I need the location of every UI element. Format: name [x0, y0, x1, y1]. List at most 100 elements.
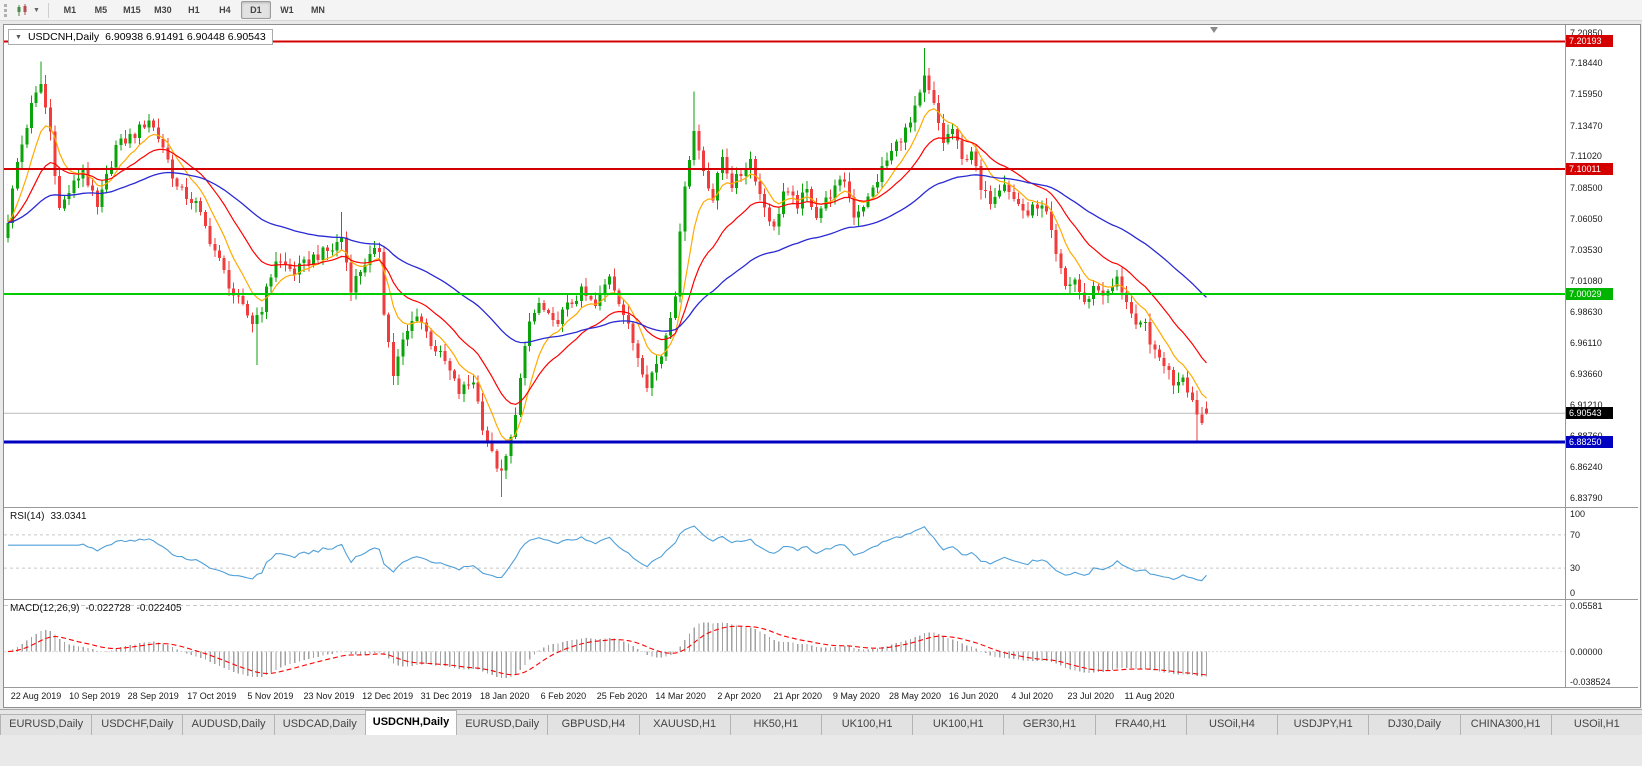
window-bottom-strip: [0, 735, 1642, 766]
rsi-canvas[interactable]: [4, 508, 1565, 599]
chart-tab-uk100-h1[interactable]: UK100,H1: [820, 714, 914, 735]
rsi-panel-separator[interactable]: [4, 507, 1638, 508]
price-tag-resistance-upper: 7.20193: [1566, 35, 1613, 47]
chart-tab-hk50-h1[interactable]: HK50,H1: [729, 714, 822, 735]
chart-tab-usdchf-daily[interactable]: USDCHF,Daily: [91, 714, 184, 735]
timeframe-button-m30[interactable]: M30: [154, 5, 172, 15]
chart-shift-marker[interactable]: [1210, 27, 1218, 33]
date-axis-label: 28 May 2020: [888, 691, 942, 701]
chart-tab-usdcnh-daily[interactable]: USDCNH,Daily: [364, 710, 458, 735]
chart-tab-usdjpy-h1[interactable]: USDJPY,H1: [1277, 714, 1370, 735]
chart-tab-dj30-daily[interactable]: DJ30,Daily: [1368, 714, 1461, 735]
macd-axis-label: -0.038524: [1570, 677, 1611, 687]
timeframe-button-m1[interactable]: M1: [63, 5, 77, 15]
chart-tab-usoil-h1[interactable]: USOil,H1: [1550, 714, 1642, 735]
toolbar-separator: [47, 2, 49, 18]
timeframe-button-w1[interactable]: W1: [280, 5, 294, 15]
timeframe-button-d1[interactable]: D1: [240, 1, 271, 19]
chart-tabs-bar: EURUSD,Daily USDCHF,Daily AUDUSD,Daily USDC…: [0, 709, 1642, 735]
date-axis-label: 9 May 2020: [832, 691, 880, 701]
macd-canvas[interactable]: [4, 600, 1565, 687]
price-chart-canvas[interactable]: [4, 26, 1565, 507]
price-axis-label: 7.13470: [1570, 121, 1603, 131]
timeframe-button-h1[interactable]: H1: [188, 5, 200, 15]
rsi-axis-label: 100: [1570, 509, 1586, 519]
date-axis-label: 22 Aug 2019: [10, 691, 62, 701]
price-tag-resistance: 7.10011: [1566, 163, 1613, 175]
chart-tab-uk100-h1[interactable]: UK100,H1: [912, 714, 1005, 735]
date-axis-label: 5 Nov 2019: [247, 691, 294, 701]
chart-tab-xauusd-h1[interactable]: XAUUSD,H1: [638, 714, 731, 735]
date-axis-label: 12 Dec 2019: [362, 691, 414, 701]
price-axis-label: 7.01080: [1570, 276, 1603, 286]
rsi-value: 33.0341: [50, 511, 87, 522]
date-axis-label: 2 Apr 2020: [717, 691, 761, 701]
date-axis-label: 16 Jun 2020: [948, 691, 999, 701]
price-axis-label: 6.83790: [1570, 493, 1603, 503]
price-axis-label: 6.96110: [1570, 338, 1602, 348]
price-axis-label: 7.06050: [1570, 214, 1603, 224]
chart-tab-ger30-h1[interactable]: GER30,H1: [1003, 714, 1096, 735]
macd-axis-label: 0.00000: [1570, 647, 1603, 657]
date-axis-label: 11 Aug 2020: [1124, 691, 1175, 701]
one-click-trading-toggle-icon[interactable]: ▼: [15, 33, 22, 41]
price-axis-label: 7.15950: [1570, 89, 1603, 99]
toolbar-grip[interactable]: [4, 3, 10, 17]
chart-tab-china300-h1[interactable]: CHINA300,H1: [1459, 714, 1552, 735]
rsi-axis-label: 0: [1570, 588, 1576, 598]
macd-indicator-label: MACD(12,26,9) -0.022728 -0.022405: [10, 603, 182, 614]
date-axis-label: 23 Jul 2020: [1067, 691, 1115, 701]
date-axis-label: 4 Jul 2020: [1011, 691, 1053, 701]
time-axis-separator: [4, 687, 1638, 688]
chart-tab-usoil-h4[interactable]: USOil,H4: [1185, 714, 1279, 735]
date-axis-label: 14 Mar 2020: [655, 691, 706, 701]
chart-symbol-period: USDCNH,Daily: [27, 31, 100, 43]
chart-tab-gbpusd-h4[interactable]: GBPUSD,H4: [547, 714, 640, 735]
time-axis[interactable]: 22 Aug 2019 10 Sep 2019 28 Sep 2019 17 Oct …: [4, 688, 1565, 704]
date-axis-label: 31 Dec 2019: [420, 691, 472, 701]
rsi-name: RSI(14): [10, 511, 45, 522]
timeframe-button-m5[interactable]: M5: [94, 5, 108, 15]
date-axis-label: 21 Apr 2020: [773, 691, 823, 701]
macd-main-value: -0.022728: [85, 603, 131, 614]
timeframe-button-mn[interactable]: MN: [310, 5, 325, 15]
price-axis-label: 6.93660: [1570, 369, 1603, 379]
candlestick-chart-icon[interactable]: [15, 3, 29, 17]
price-tag-pivot: 7.00029: [1566, 288, 1613, 300]
price-axis-separator: [1565, 25, 1566, 687]
date-axis-label: 10 Sep 2019: [69, 691, 121, 701]
date-axis-label: 18 Jan 2020: [480, 691, 530, 701]
price-axis-label: 7.11020: [1570, 151, 1602, 161]
date-axis-label: 6 Feb 2020: [540, 691, 587, 701]
timeframe-button-m15[interactable]: M15: [123, 5, 141, 15]
price-axis-label: 7.18440: [1570, 58, 1603, 68]
rsi-axis-label: 30: [1570, 563, 1581, 573]
date-axis-label: 28 Sep 2019: [127, 691, 179, 701]
price-axis-label: 7.20850: [1570, 28, 1603, 38]
chart-tab-eurusd-daily[interactable]: EURUSD,Daily: [0, 714, 93, 735]
chart-tab-audusd-daily[interactable]: AUDUSD,Daily: [182, 714, 275, 735]
price-axis-label: 7.08500: [1570, 183, 1603, 193]
timeframe-button-h4[interactable]: H4: [219, 5, 231, 15]
rsi-indicator-label: RSI(14) 33.0341: [10, 511, 87, 522]
chart-tab-eurusd-daily[interactable]: EURUSD,Daily: [456, 714, 549, 735]
chart-tab-fra40-h1[interactable]: FRA40,H1: [1094, 714, 1187, 735]
chart-ohlc-header[interactable]: ▼ USDCNH,Daily 6.90938 6.91491 6.90448 6…: [8, 29, 273, 45]
date-axis-label: 17 Oct 2019: [187, 691, 237, 701]
chevron-down-icon[interactable]: ▼: [33, 6, 40, 14]
date-axis-label: 25 Feb 2020: [596, 691, 648, 701]
timeframes-toolbar: ▼ M1 M5 M15 M30 H1 H4 D1 W1 MN: [0, 0, 1642, 21]
chart-tab-usdcad-daily[interactable]: USDCAD,Daily: [273, 714, 366, 735]
chart-ohlc-values: 6.90938 6.91491 6.90448 6.90543: [105, 31, 266, 43]
price-axis-label: 6.98630: [1570, 307, 1603, 317]
price-tag-bid: 6.90543: [1566, 407, 1613, 419]
price-axis-label: 6.91210: [1570, 400, 1603, 410]
price-axis-label: 7.03530: [1570, 245, 1603, 255]
chart-window: ▼ USDCNH,Daily 6.90938 6.91491 6.90448 6…: [3, 24, 1641, 708]
rsi-axis-label: 70: [1570, 530, 1581, 540]
macd-panel-separator[interactable]: [4, 599, 1638, 600]
timeframe-buttons-group: M1 M5 M15 M30 H1 H4 D1 W1 MN: [55, 1, 333, 19]
macd-axis-label: 0.05581: [1570, 601, 1603, 611]
price-axis-label: 6.86240: [1570, 462, 1603, 472]
price-tag-support: 6.88250: [1566, 436, 1613, 448]
